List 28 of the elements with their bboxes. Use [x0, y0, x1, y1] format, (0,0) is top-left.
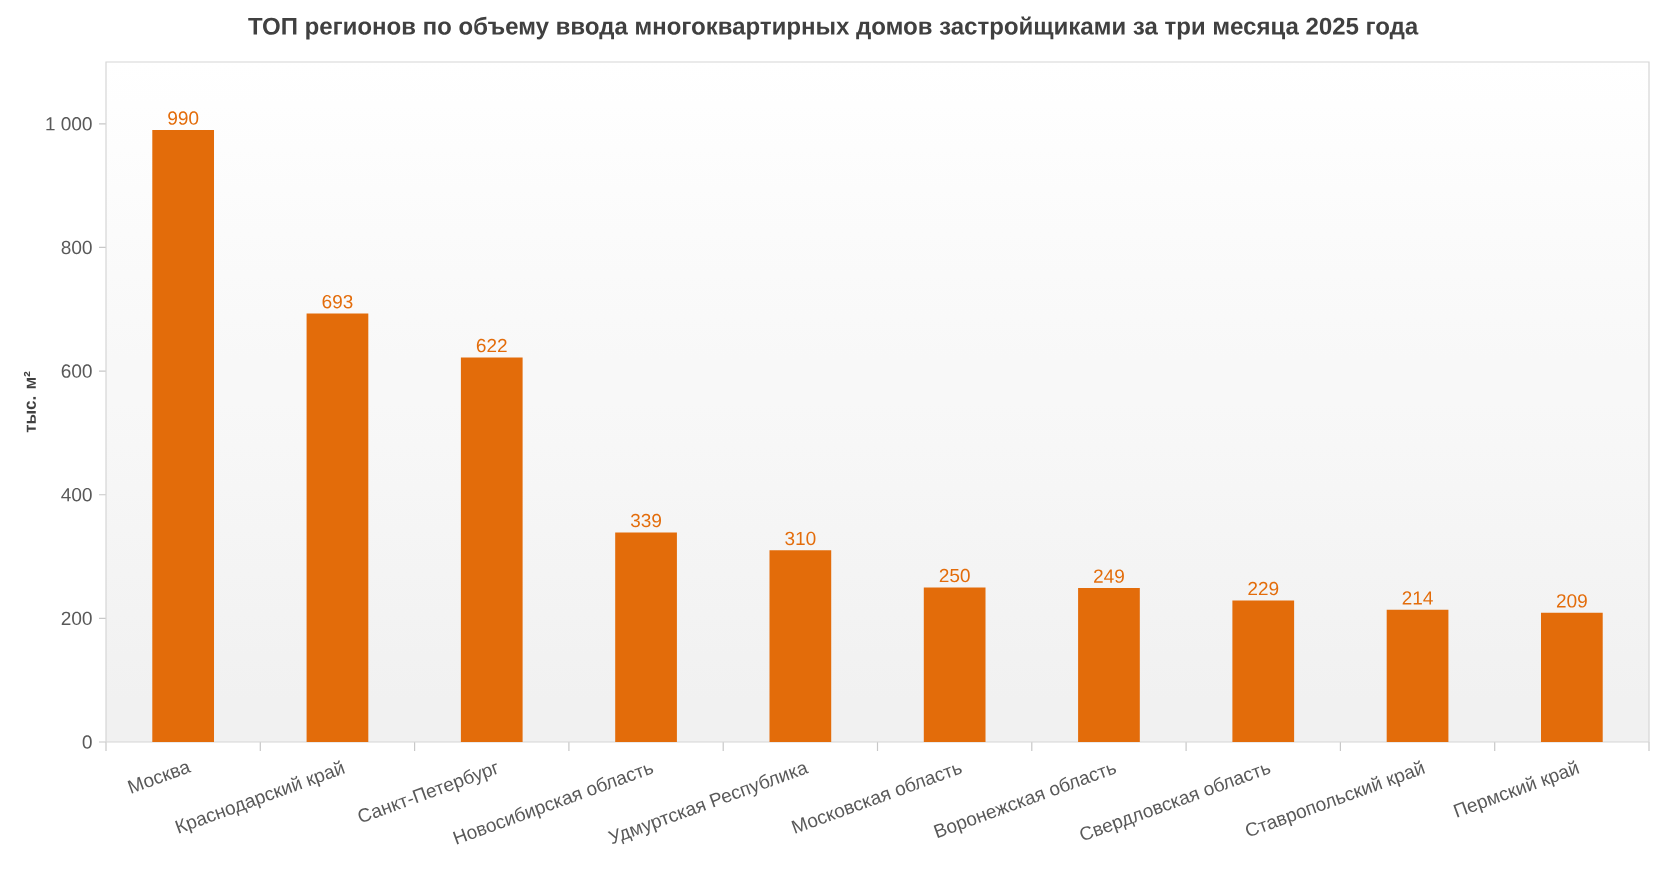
bar	[769, 550, 832, 742]
data-label: 209	[1556, 594, 1587, 608]
data-label: 310	[785, 531, 816, 546]
data-label: 990	[168, 111, 199, 125]
y-axis-title: тыс. м²	[23, 371, 36, 433]
bar	[1540, 612, 1603, 742]
bar	[615, 532, 677, 742]
y-tick-label: 1 000	[46, 117, 92, 131]
bar	[1232, 600, 1295, 742]
y-tick-label: 0	[82, 735, 92, 749]
y-tick-label: 800	[61, 240, 92, 255]
y-tick-label: 600	[61, 364, 92, 378]
bar	[306, 313, 369, 742]
bar	[1078, 588, 1140, 742]
bar	[923, 587, 986, 742]
bar	[1386, 609, 1449, 742]
bar	[460, 357, 523, 742]
data-label: 693	[322, 294, 353, 309]
data-label: 622	[476, 338, 507, 353]
data-label: 250	[939, 568, 970, 583]
chart-title: ТОП регионов по объему ввода многоквартирных домов застройщиками за три месяца 2025 года	[248, 16, 1419, 40]
bar	[152, 129, 215, 742]
data-label: 229	[1248, 581, 1279, 596]
data-label: 249	[1094, 569, 1124, 583]
y-tick-label: 400	[61, 488, 92, 502]
y-tick-label: 200	[61, 611, 92, 626]
data-label: 339	[630, 513, 661, 528]
data-label: 214	[1402, 591, 1433, 605]
